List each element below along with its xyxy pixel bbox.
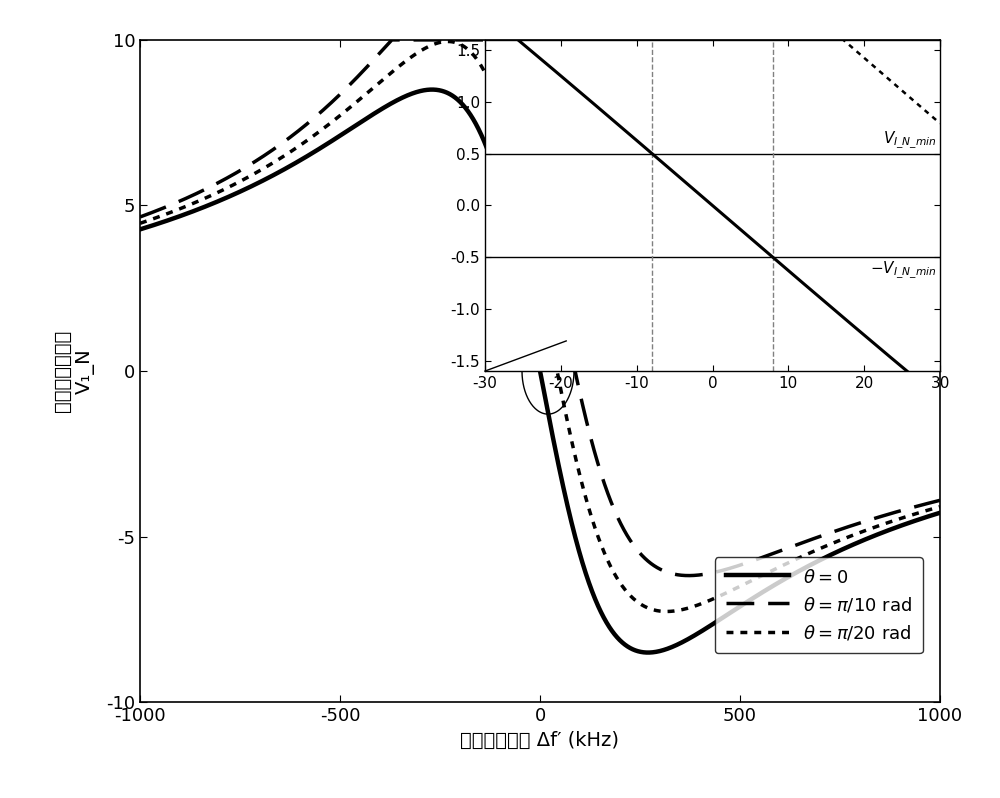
$\theta=\pi/10$ rad (386, 35, 398, 45)
Y-axis label: 归一化解调信号
V₁_N: 归一化解调信号 V₁_N (53, 330, 95, 413)
$\theta=\pi/10$ rad (683, 571, 695, 580)
$\theta=\pi/20$ rad (514, 180, 526, 190)
Text: $V_{I\_N\_min}$: $V_{I\_N\_min}$ (883, 129, 936, 151)
$\theta=\pi/20$ rad (716, 591, 728, 600)
$\theta=0$ (934, 508, 946, 518)
$\theta=\pi/10$ rad (514, 90, 526, 100)
$\theta=0$ (642, 648, 654, 658)
Legend: $\theta=0$, $\theta=\pi/10$ rad, $\theta=\pi/20$ rad: $\theta=0$, $\theta=\pi/10$ rad, $\theta… (715, 558, 923, 654)
$\theta=\pi/10$ rad (716, 566, 728, 575)
$\theta=\pi/10$ rad (870, 513, 882, 523)
$\theta=\pi/20$ rad (910, 509, 922, 519)
$\theta=0$ (514, 267, 526, 276)
$\theta=\pi/20$ rad (442, 37, 454, 46)
Text: $-V_{I\_N\_min}$: $-V_{I\_N\_min}$ (870, 260, 936, 282)
$\theta=\pi/20$ rad (661, 606, 673, 616)
$\theta=\pi/10$ rad (934, 496, 946, 505)
$\theta=0$ (910, 516, 922, 525)
$\theta=0$ (477, 133, 489, 143)
$\theta=\pi/20$ rad (470, 53, 482, 63)
$\theta=\pi/20$ rad (477, 64, 489, 73)
Line: $\theta=\pi/10$ rad: $\theta=\pi/10$ rad (140, 40, 940, 575)
$\theta=0$ (870, 531, 882, 540)
$\theta=\pi/20$ rad (134, 219, 146, 228)
$\theta=\pi/10$ rad (910, 502, 922, 512)
Line: $\theta=0$: $\theta=0$ (140, 89, 940, 653)
$\theta=\pi/10$ rad (477, 35, 489, 45)
$\theta=\pi/10$ rad (134, 212, 146, 222)
$\theta=0$ (134, 224, 146, 234)
$\theta=\pi/10$ rad (470, 35, 482, 45)
$\theta=0$ (716, 614, 728, 623)
$\theta=\pi/20$ rad (870, 522, 882, 531)
X-axis label: 等效谐振频差 Δf′ (kHz): 等效谐振频差 Δf′ (kHz) (460, 731, 620, 749)
Line: $\theta=\pi/20$ rad: $\theta=\pi/20$ rad (140, 41, 940, 611)
$\theta=\pi/20$ rad (934, 502, 946, 512)
$\theta=0$ (426, 85, 438, 94)
$\theta=0$ (470, 120, 482, 129)
